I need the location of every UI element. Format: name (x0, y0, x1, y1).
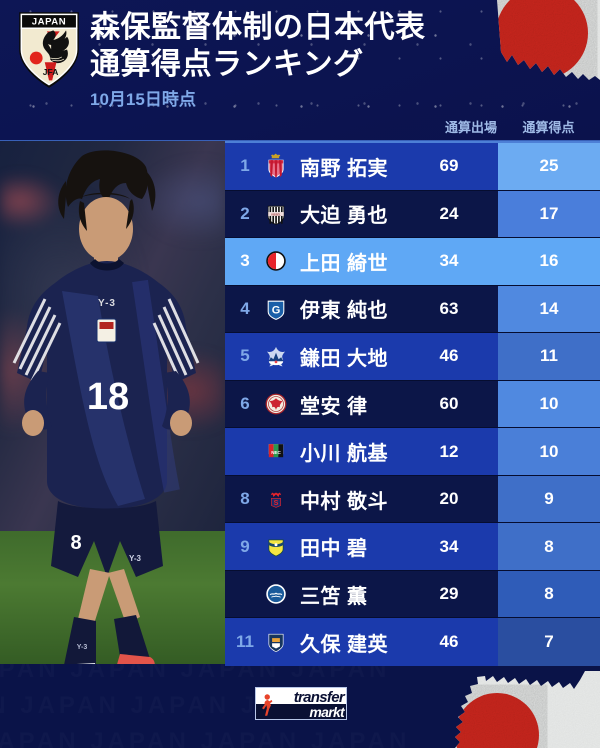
svg-text:NEC: NEC (271, 449, 281, 454)
svg-text:VISSEL: VISSEL (271, 212, 281, 216)
svg-text:Y-3: Y-3 (98, 298, 116, 309)
svg-text:JFA: JFA (43, 67, 59, 77)
svg-text:Y-3: Y-3 (129, 554, 142, 563)
svg-text:8: 8 (70, 532, 81, 554)
svg-text:Y-3: Y-3 (77, 644, 88, 651)
svg-text:G: G (272, 304, 281, 316)
svg-text:JAPAN: JAPAN (32, 16, 66, 27)
svg-text:18: 18 (87, 376, 129, 418)
svg-text:S: S (274, 499, 279, 507)
